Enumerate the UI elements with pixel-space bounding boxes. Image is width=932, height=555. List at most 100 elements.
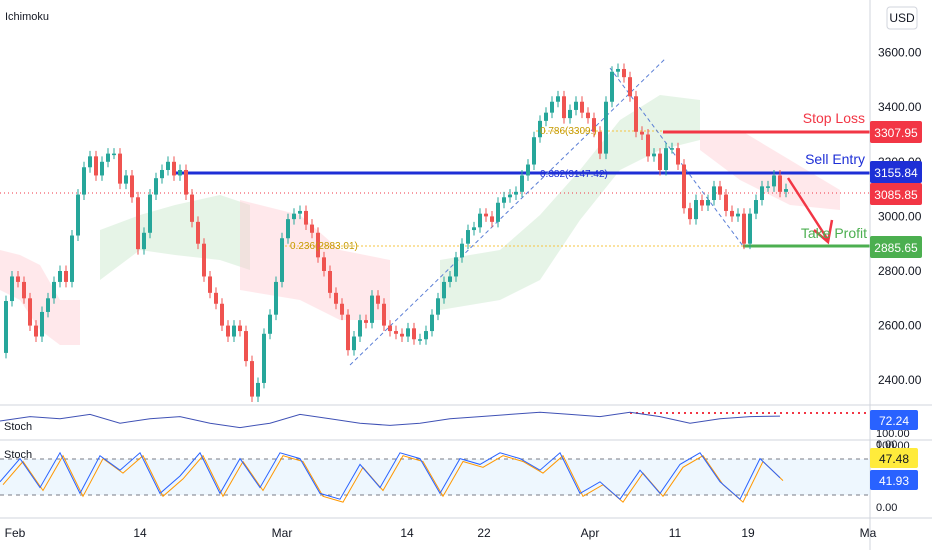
candle-body: [256, 382, 260, 397]
sell-entry-tag: 3155.84: [870, 161, 922, 183]
y-tick-label: 2800.00: [878, 264, 922, 278]
y-tick-label: 3400.00: [878, 100, 922, 114]
candle-body: [784, 189, 788, 192]
candle-body: [10, 276, 14, 302]
candle-body: [40, 311, 44, 337]
take-profit-tag: 2885.65: [870, 236, 922, 258]
candle-body: [100, 161, 104, 176]
fib-label-0382: 0.382(3147.42): [540, 169, 608, 180]
x-axis: Feb 14 Mar 14 22 Apr 11 19 Ma: [5, 526, 877, 540]
candle-body: [628, 77, 632, 97]
candle-body: [766, 186, 770, 188]
stoch-pane-2: Stoch: [0, 449, 870, 503]
candle-body: [76, 194, 80, 236]
candle-body: [238, 325, 242, 332]
candle-body: [550, 101, 554, 113]
candle-body: [274, 281, 278, 315]
stoch-pane-2-d-tag: 41.93: [870, 470, 918, 490]
candle-body: [442, 281, 446, 299]
candle-body: [352, 336, 356, 351]
candle-body: [196, 221, 200, 244]
x-tick-label: Mar: [272, 526, 293, 540]
x-tick-label: Feb: [5, 526, 26, 540]
candle-body: [646, 134, 650, 157]
y-tick-label: 3600.00: [878, 46, 922, 60]
candle-body: [4, 301, 8, 353]
x-tick-label: 14: [133, 526, 147, 540]
candle-body: [694, 200, 698, 220]
svg-text:47.48: 47.48: [879, 452, 909, 466]
candle-body: [460, 243, 464, 258]
candle-body: [118, 153, 122, 184]
candle-body: [418, 339, 422, 341]
trendline-down: [609, 67, 744, 247]
candle-body: [478, 213, 482, 228]
candle-body: [226, 325, 230, 337]
candle-body: [148, 194, 152, 233]
last-price-tag: 3085.85: [870, 183, 922, 205]
candle-body: [292, 213, 296, 220]
candle-body: [556, 96, 560, 102]
candle-body: [70, 235, 74, 282]
candle-body: [244, 331, 248, 362]
candle-body: [220, 303, 224, 326]
candle-body: [520, 175, 524, 192]
candle-body: [760, 186, 764, 201]
candle-body: [160, 169, 164, 179]
candle-body: [742, 213, 746, 244]
candle-body: [472, 227, 476, 231]
candle-body: [574, 101, 578, 110]
svg-text:41.93: 41.93: [879, 474, 909, 488]
stop-loss-tag: 3307.95: [870, 121, 922, 143]
candle-body: [202, 243, 206, 277]
candle-body: [466, 230, 470, 244]
candle-body: [634, 96, 638, 132]
x-tick-label: Apr: [581, 526, 600, 540]
candle-body: [772, 175, 776, 187]
candle-body: [502, 197, 506, 203]
candle-body: [526, 164, 530, 176]
stoch-pane-2-k-tag: 47.48: [870, 448, 918, 468]
candle-body: [544, 112, 548, 121]
cloud-segment: [700, 130, 840, 210]
candle-body: [130, 175, 134, 198]
currency-label: USD: [889, 11, 915, 25]
stop-loss-label: Stop Loss: [803, 110, 865, 126]
candle-body: [484, 213, 488, 217]
x-tick-label: 14: [400, 526, 414, 540]
candle-body: [754, 200, 758, 214]
candle-body: [136, 197, 140, 250]
candle-body: [670, 148, 674, 150]
candle-body: [406, 328, 410, 337]
candle-body: [616, 68, 620, 72]
candle-body: [124, 175, 128, 184]
candle-body: [298, 210, 302, 214]
candle-body: [340, 303, 344, 315]
currency-button[interactable]: [886, 6, 918, 30]
indicator-name: Ichimoku: [5, 11, 49, 23]
candle-body: [598, 131, 602, 154]
y-tick-label: 2400.00: [878, 373, 922, 387]
candle-body: [268, 314, 272, 334]
candle-body: [706, 200, 710, 206]
candle-body: [280, 238, 284, 282]
candle-body: [610, 71, 614, 102]
candle-body: [388, 325, 392, 332]
candle-body: [736, 213, 740, 217]
candle-body: [424, 331, 428, 340]
candle-body: [748, 213, 752, 244]
svg-text:3307.95: 3307.95: [874, 126, 918, 140]
candle-body: [508, 194, 512, 198]
candle-body: [436, 298, 440, 315]
candle-body: [700, 200, 704, 206]
candle-body: [34, 325, 38, 337]
candle-body: [538, 120, 542, 138]
candle-body: [652, 153, 656, 157]
stoch-pane-1: Stoch: [0, 411, 870, 433]
candle-body: [184, 169, 188, 195]
candle-body: [778, 175, 782, 192]
candle-body: [454, 257, 458, 277]
candle-body: [412, 328, 416, 340]
candle-body: [142, 232, 146, 250]
candle-body: [52, 281, 56, 299]
